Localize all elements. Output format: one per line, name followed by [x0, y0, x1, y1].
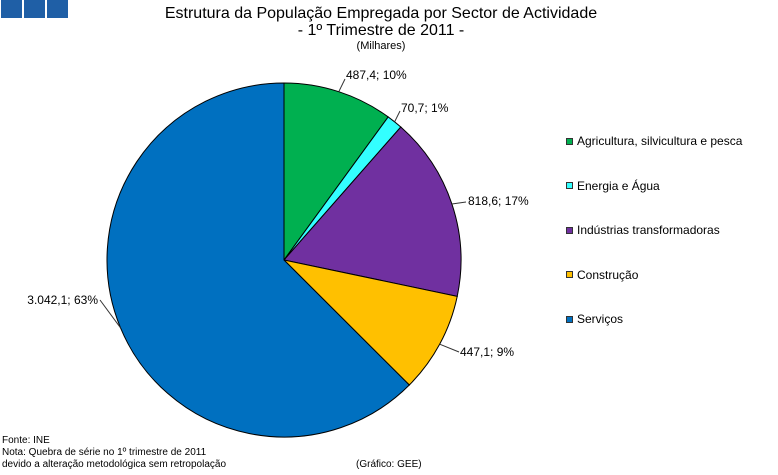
data-label: 447,1; 9%	[460, 345, 514, 359]
data-label: 487,4; 10%	[346, 68, 407, 82]
data-label: 818,6; 17%	[468, 194, 529, 208]
pie-slice	[106, 82, 411, 438]
leader-line	[451, 201, 467, 205]
legend-item: Energia e Água	[566, 179, 660, 193]
leader-line	[394, 110, 401, 123]
legend-item: Agricultura, silvicultura e pesca	[566, 134, 742, 148]
chart-unit: (Milhares)	[356, 40, 406, 52]
logo-square	[24, 0, 45, 18]
chart-title: Estrutura da População Empregada por Sec…	[164, 5, 598, 22]
legend-label: Indústrias transformadoras	[577, 223, 720, 237]
chart-subtitle: - 1º Trimestre de 2011 -	[297, 22, 465, 39]
leader-line	[99, 299, 121, 329]
break-note: Nota: Quebra de série no 1º trimestre de…	[2, 447, 207, 458]
pie-slice	[283, 82, 389, 262]
pie-slice	[282, 259, 458, 386]
legend-swatch	[566, 137, 573, 145]
legend-label: Energia e Água	[577, 178, 660, 193]
logo-square	[1, 0, 22, 18]
leader-line	[439, 343, 460, 353]
legend-swatch	[566, 271, 573, 278]
legend-swatch	[566, 182, 573, 189]
credit-note: (Gráfico: GEE)	[356, 459, 422, 470]
legend-label: Serviços	[577, 312, 624, 326]
logo-square	[47, 0, 68, 18]
legend-label: Agricultura, silvicultura e pesca	[577, 134, 743, 148]
legend-item: Serviços	[566, 312, 623, 326]
data-label: 3.042,1; 63%	[27, 293, 98, 307]
legend-item: Construção	[566, 268, 638, 282]
legend-swatch	[566, 226, 573, 234]
leader-line	[338, 78, 346, 92]
legend-item: Indústrias transformadoras	[566, 223, 720, 237]
data-label: 70,7; 1%	[401, 101, 449, 115]
source-note: Fonte: INE	[2, 435, 50, 446]
break-note-2: devido a alteração metodológica sem retr…	[2, 459, 227, 470]
pie-slice	[283, 126, 462, 297]
legend-label: Construção	[577, 267, 639, 282]
legend-swatch	[566, 315, 573, 323]
